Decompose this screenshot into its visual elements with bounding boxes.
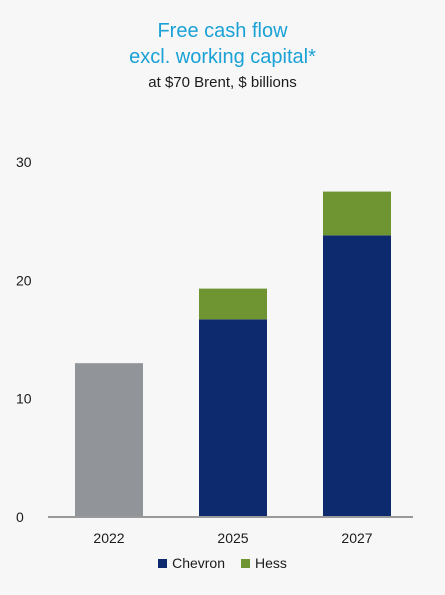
legend-swatch-chevron (158, 558, 168, 568)
chart-subtitle: at $70 Brent, $ billions (148, 74, 297, 91)
legend-label-chevron: Chevron (172, 555, 225, 571)
chart-title-line-2: excl. working capital* (129, 46, 316, 68)
chart-legend: Chevron Hess (0, 555, 445, 571)
x-tick-label: 2022 (93, 530, 124, 546)
chart-title-line-1: Free cash flow (157, 20, 288, 42)
chart-title-block: Free cash flow excl. working capital* at… (0, 18, 445, 94)
x-tick-label: 2025 (217, 530, 248, 546)
y-tick-label: 10 (16, 391, 32, 407)
x-tick-label: 2027 (341, 530, 372, 546)
bar-chevron-2027 (323, 235, 391, 517)
y-tick-label: 30 (16, 154, 32, 170)
bar-total-2022 (75, 363, 143, 517)
y-tick-label: 20 (16, 272, 32, 288)
legend-label-hess: Hess (255, 555, 287, 571)
bar-hess-2027 (323, 191, 391, 236)
bar-chevron-2025 (199, 319, 267, 517)
bar-hess-2025 (199, 288, 267, 320)
legend-swatch-hess (241, 558, 250, 568)
legend-item-chevron: Chevron (158, 555, 225, 571)
legend-item-hess: Hess (241, 555, 287, 571)
y-tick-label: 0 (16, 509, 24, 525)
